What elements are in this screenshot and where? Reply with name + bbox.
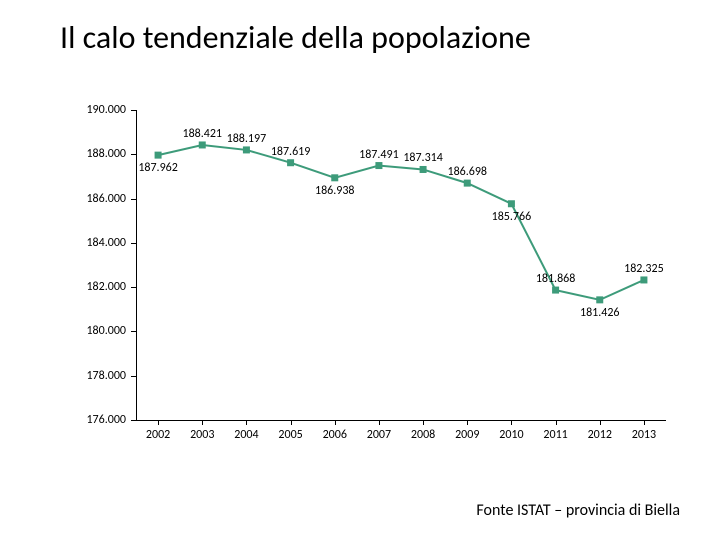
x-tick xyxy=(291,420,292,425)
data-marker xyxy=(375,162,382,169)
x-tick xyxy=(511,420,512,425)
x-tick xyxy=(246,420,247,425)
data-label: 188.197 xyxy=(227,132,267,146)
data-marker xyxy=(640,276,647,283)
data-label: 181.426 xyxy=(580,306,620,320)
x-tick xyxy=(600,420,601,425)
data-marker xyxy=(199,141,206,148)
y-axis-label: 176.000 xyxy=(60,413,126,427)
y-axis-label: 180.000 xyxy=(60,324,126,338)
data-label: 187.314 xyxy=(403,151,443,165)
x-tick xyxy=(644,420,645,425)
x-axis-label: 2003 xyxy=(190,428,214,442)
y-tick xyxy=(131,376,136,377)
data-label: 181.868 xyxy=(536,272,576,286)
data-marker xyxy=(243,146,250,153)
line-series xyxy=(136,110,666,420)
x-tick xyxy=(467,420,468,425)
data-label: 182.325 xyxy=(624,262,664,276)
x-axis-label: 2004 xyxy=(234,428,258,442)
data-label: 186.938 xyxy=(315,184,355,198)
x-tick xyxy=(335,420,336,425)
x-axis-label: 2009 xyxy=(455,428,479,442)
y-axis-label: 190.000 xyxy=(60,103,126,117)
source-note: Fonte ISTAT – provincia di Biella xyxy=(476,501,680,520)
data-label: 186.698 xyxy=(447,165,487,179)
data-marker xyxy=(287,159,294,166)
x-tick xyxy=(379,420,380,425)
x-axis-label: 2011 xyxy=(543,428,567,442)
page-title: Il calo tendenziale della popolazione xyxy=(60,18,531,57)
x-axis-label: 2002 xyxy=(146,428,170,442)
x-axis-label: 2006 xyxy=(323,428,347,442)
data-label: 185.766 xyxy=(492,210,532,224)
data-marker xyxy=(155,152,162,159)
y-tick xyxy=(131,331,136,332)
x-axis-label: 2013 xyxy=(632,428,656,442)
y-axis-label: 182.000 xyxy=(60,280,126,294)
data-label: 187.491 xyxy=(359,148,399,162)
plot-area xyxy=(136,110,666,420)
x-axis-label: 2005 xyxy=(278,428,302,442)
y-axis-label: 184.000 xyxy=(60,236,126,250)
x-axis xyxy=(136,420,666,421)
data-label: 187.619 xyxy=(271,145,311,159)
y-tick xyxy=(131,154,136,155)
data-marker xyxy=(596,296,603,303)
y-axis-label: 188.000 xyxy=(60,147,126,161)
x-tick xyxy=(202,420,203,425)
x-axis-label: 2008 xyxy=(411,428,435,442)
data-marker xyxy=(331,174,338,181)
data-marker xyxy=(508,200,515,207)
data-marker xyxy=(464,180,471,187)
data-marker xyxy=(552,287,559,294)
x-axis-label: 2007 xyxy=(367,428,391,442)
y-tick xyxy=(131,199,136,200)
data-label: 187.962 xyxy=(138,161,178,175)
y-tick xyxy=(131,287,136,288)
x-axis-label: 2012 xyxy=(588,428,612,442)
y-axis-label: 178.000 xyxy=(60,369,126,383)
y-axis-label: 186.000 xyxy=(60,192,126,206)
data-label: 188.421 xyxy=(182,127,222,141)
y-tick xyxy=(131,110,136,111)
y-tick xyxy=(131,243,136,244)
data-marker xyxy=(420,166,427,173)
y-tick xyxy=(131,420,136,421)
x-tick xyxy=(158,420,159,425)
slide: Il calo tendenziale della popolazione 17… xyxy=(0,0,720,540)
population-chart: 176.000 178.000 180.000 182.000 184.000 186.0… xyxy=(60,100,680,470)
x-axis-label: 2010 xyxy=(499,428,523,442)
x-tick xyxy=(423,420,424,425)
x-tick xyxy=(556,420,557,425)
